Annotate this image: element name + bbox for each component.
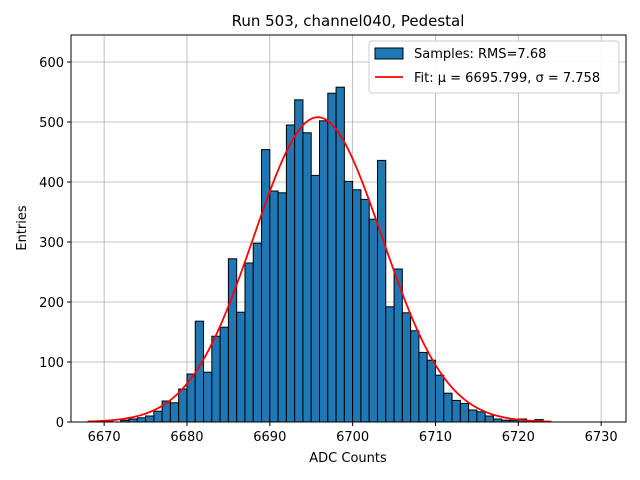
y-tick-label: 100 — [39, 356, 64, 371]
legend: Samples: RMS=7.68 Fit: μ = 6695.799, σ =… — [368, 40, 620, 94]
histogram-bar — [310, 174, 321, 423]
x-tick-label: 6730 — [585, 430, 618, 445]
histogram-bar — [368, 218, 378, 423]
histogram-bar — [285, 124, 296, 423]
x-tick-label: 6710 — [419, 430, 452, 445]
histogram-bar — [319, 120, 329, 423]
histogram-bar — [169, 402, 180, 423]
histogram-bar — [327, 92, 337, 423]
histogram-bar — [294, 99, 304, 423]
y-tick-label: 400 — [39, 176, 64, 191]
fit-curve — [87, 116, 552, 423]
histogram-bar — [136, 417, 147, 423]
x-axis-label: ADC Counts — [309, 451, 387, 466]
histogram-bar — [178, 388, 188, 423]
histogram-bar — [418, 351, 428, 423]
histogram-bar — [302, 132, 312, 423]
histogram-bar — [476, 411, 486, 423]
y-tick-label: 600 — [39, 56, 64, 71]
histogram-bar — [145, 415, 155, 423]
y-tick-label: 0 — [56, 416, 64, 431]
histogram-bar — [484, 415, 494, 423]
histogram-bar — [203, 371, 213, 423]
legend-swatch-samples — [374, 47, 404, 60]
legend-label-samples: Samples: RMS=7.68 — [414, 47, 546, 62]
histogram-bar — [269, 190, 279, 423]
histogram-bar — [261, 149, 271, 423]
histogram-bar — [352, 189, 362, 423]
histogram-bar — [343, 180, 354, 423]
x-tick-label: 6670 — [88, 430, 121, 445]
chart-title: Run 503, channel040, Pedestal — [232, 12, 465, 30]
x-tick-label: 6700 — [336, 430, 369, 445]
histogram-bar — [360, 198, 370, 423]
histogram-bar — [401, 312, 412, 423]
y-tick-label: 300 — [39, 236, 64, 251]
x-tick-label: 6680 — [170, 430, 203, 445]
legend-label-fit: Fit: μ = 6695.799, σ = 7.758 — [414, 71, 600, 86]
x-axis: 6670 6680 6690 6700 6710 6720 6730 — [88, 422, 618, 445]
y-axis-label: Entries — [15, 205, 30, 251]
histogram-bar — [468, 409, 478, 423]
histogram-bar — [211, 335, 221, 423]
histogram-bar — [227, 258, 238, 423]
histogram-bar — [236, 311, 246, 423]
plot-frame — [70, 34, 627, 423]
legend-box — [368, 40, 620, 94]
x-tick-label: 6690 — [253, 430, 286, 445]
y-tick-label: 200 — [39, 296, 64, 311]
histogram-bar — [252, 242, 263, 423]
histogram-bar — [443, 392, 453, 423]
histogram-bar — [219, 326, 229, 423]
histogram-bar — [244, 262, 254, 423]
histogram-bar — [451, 399, 461, 423]
histogram-bar — [459, 402, 470, 423]
histogram-bar — [376, 159, 387, 423]
histogram-bar — [335, 86, 345, 423]
histogram-bar — [277, 192, 287, 423]
histogram-bar — [410, 330, 420, 423]
y-tick-label: 500 — [39, 116, 64, 131]
histogram-bar — [385, 306, 395, 423]
histogram-bar — [426, 359, 436, 423]
x-tick-label: 6720 — [502, 430, 535, 445]
y-axis: 0 100 200 300 400 500 600 — [39, 56, 71, 431]
histogram-bar — [434, 374, 445, 423]
histogram-bar — [153, 410, 163, 423]
